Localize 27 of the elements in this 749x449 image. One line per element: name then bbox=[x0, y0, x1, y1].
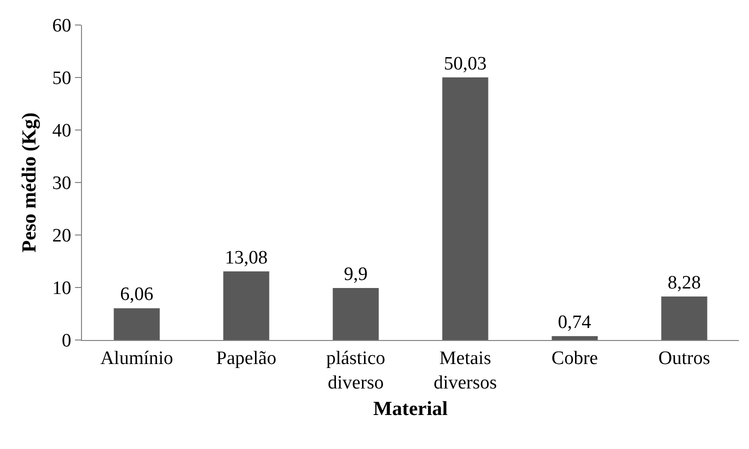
x-tick-label: Metais diversos bbox=[434, 348, 497, 394]
bar bbox=[442, 77, 488, 340]
bar bbox=[552, 336, 598, 340]
y-tick-label: 10 bbox=[52, 278, 72, 300]
data-label: 9,9 bbox=[344, 264, 368, 286]
y-tick-label: 30 bbox=[52, 173, 72, 194]
y-tick-label: 60 bbox=[52, 16, 72, 37]
y-axis-title: Peso médio (Kg) bbox=[18, 112, 41, 252]
data-label: 8,28 bbox=[668, 272, 701, 294]
data-label: 6,06 bbox=[120, 284, 154, 306]
data-label: 0,74 bbox=[558, 312, 592, 334]
y-tick-label: 0 bbox=[62, 330, 72, 352]
x-tick-label: Papelão bbox=[216, 348, 276, 369]
data-label: 50,03 bbox=[444, 53, 487, 74]
bar bbox=[661, 296, 708, 340]
bar bbox=[114, 308, 160, 340]
x-tick-label: Cobre bbox=[552, 348, 598, 369]
y-tick-label: 20 bbox=[52, 226, 72, 247]
x-tick-label: plástico diverso bbox=[326, 348, 386, 394]
x-tick-label: Alumínio bbox=[100, 348, 174, 369]
bar bbox=[332, 288, 379, 340]
bar bbox=[223, 271, 270, 340]
y-tick-label: 50 bbox=[52, 68, 72, 90]
data-label: 13,08 bbox=[224, 247, 268, 268]
x-axis-title: Material bbox=[373, 398, 448, 420]
y-tick-label: 40 bbox=[52, 120, 72, 142]
x-tick-label: Outros bbox=[658, 348, 710, 369]
